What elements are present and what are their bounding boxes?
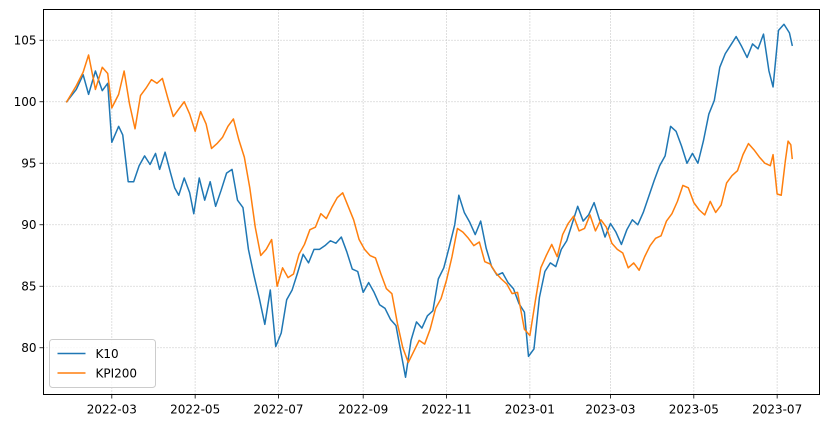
series-layer (65, 23, 794, 379)
plot-frame (43, 9, 820, 395)
x-axis: 2022-03 2022-05 2022-07 2022-09 2022-11 2023-… (87, 394, 802, 417)
y-tick-label: 95 (21, 156, 36, 170)
x-tick-label: 2022-07 (253, 403, 303, 417)
x-tick-label: 2023-05 (669, 403, 719, 417)
x-tick-label: 2022-09 (338, 403, 388, 417)
x-tick-label: 2023-07 (752, 403, 802, 417)
y-tick-label: 80 (21, 341, 36, 355)
y-tick-label: 105 (14, 33, 37, 47)
y-tick-label: 100 (14, 95, 37, 109)
y-tick-label: 90 (21, 218, 36, 232)
legend-label: K10 (96, 347, 119, 361)
y-tick-label: 85 (21, 279, 36, 293)
legend-box (49, 339, 156, 388)
x-tick-label: 2022-03 (87, 403, 137, 417)
y-axis: 80 85 90 95 100 105 (14, 33, 44, 355)
legend-label: KPI200 (96, 367, 138, 381)
x-tick-label: 2022-11 (421, 403, 471, 417)
x-tick-label: 2023-01 (505, 403, 555, 417)
series-line-kpi200 (65, 54, 794, 364)
x-tick-label: 2022-05 (170, 403, 220, 417)
legend: K10 KPI200 (49, 339, 156, 388)
x-tick-label: 2023-03 (585, 403, 635, 417)
series-line-k10 (65, 23, 794, 379)
